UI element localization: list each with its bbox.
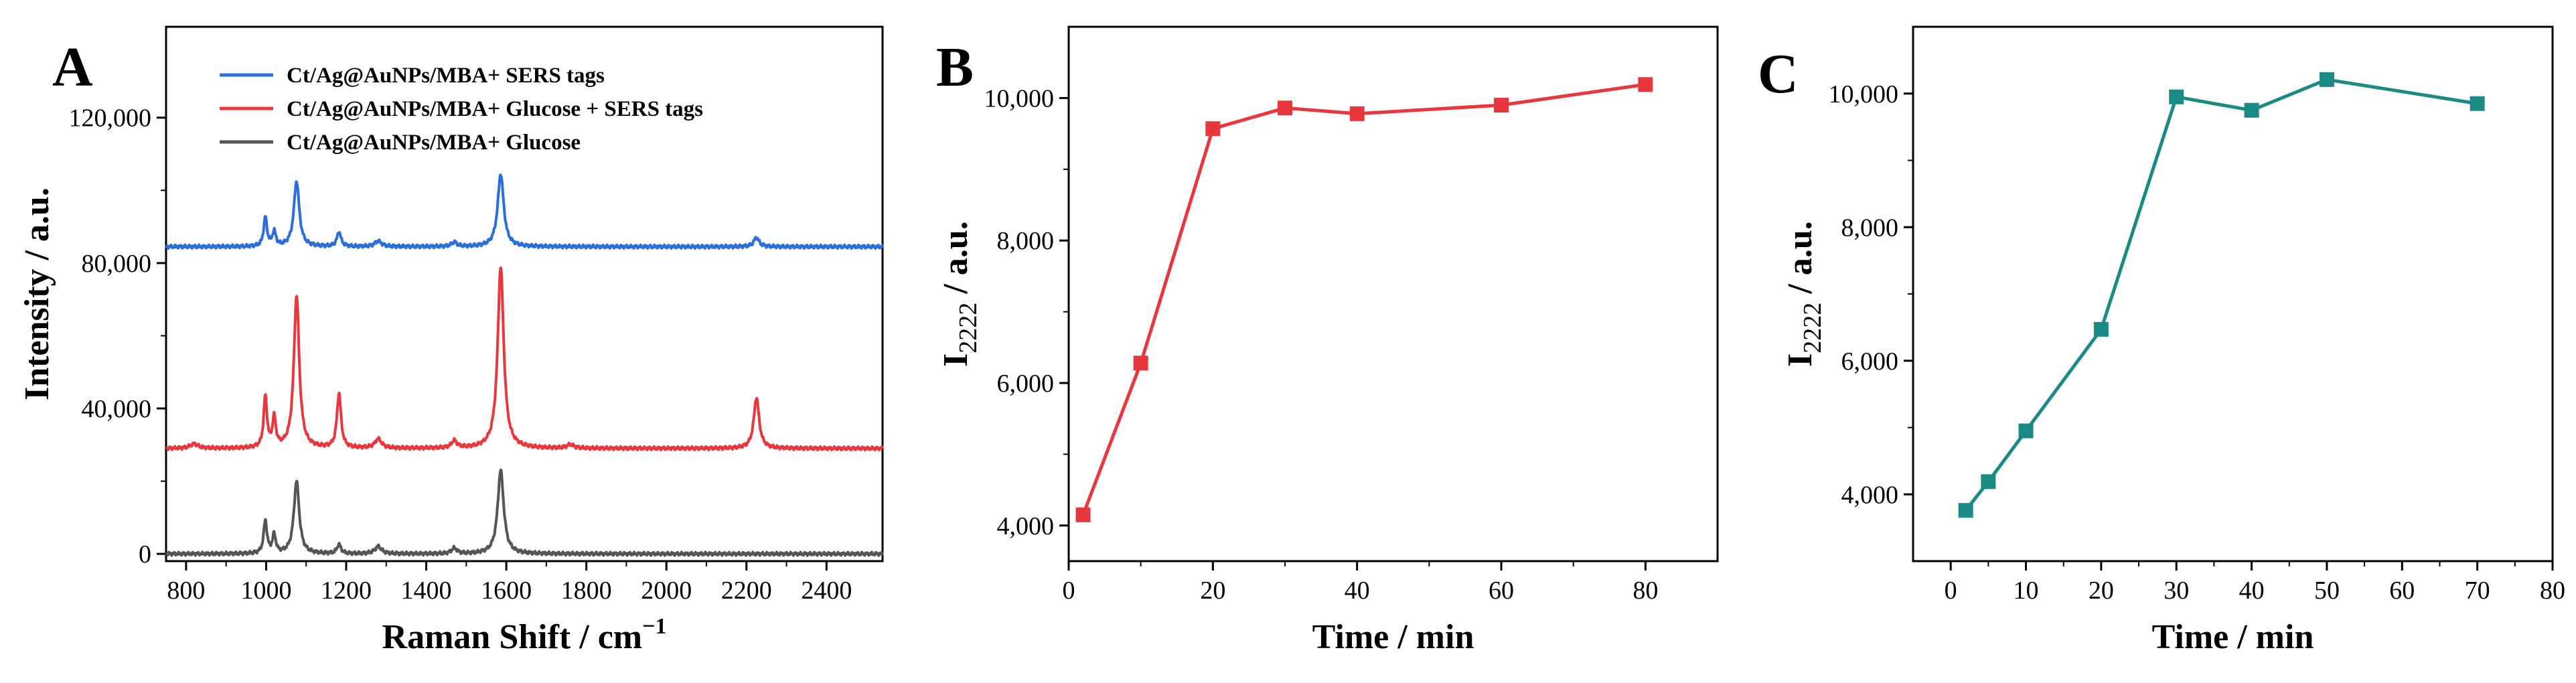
series-line — [1081, 82, 1646, 516]
x-tick-label: 30 — [2164, 577, 2189, 605]
panel-label: C — [1758, 43, 1799, 105]
y-axis-label: I2222 / a.u. — [1781, 221, 1827, 367]
y-axis-label-main: I — [1781, 354, 1819, 367]
data-point — [2018, 423, 2034, 439]
y-tick-label: 6,000 — [1841, 348, 1899, 376]
x-tick-label: 2400 — [801, 577, 852, 605]
plot-frame — [165, 25, 884, 562]
y-axis-label-subscript: 2222 — [954, 303, 982, 354]
x-axis-label-text: Time / min — [2152, 618, 2314, 656]
plot-frame — [1067, 25, 1719, 562]
y-tick-label: 6,000 — [997, 370, 1055, 398]
x-tick-label: 60 — [1489, 577, 1514, 605]
x-tick-label: 60 — [2389, 577, 2415, 605]
y-tick-label: 8,000 — [1841, 214, 1899, 242]
panel-b-chart: 0 20 40 60 80 4,000 6,000 8,000 10,000 Time / min… — [936, 25, 1719, 656]
x-tick-label: 1800 — [561, 577, 612, 605]
x-axis-label: Time / min — [1312, 618, 1474, 656]
series-line — [165, 173, 884, 250]
y-axis-label-subscript: 2222 — [1799, 303, 1827, 354]
data-point — [1133, 356, 1148, 371]
y-axis-label: I2222 / a.u. — [937, 221, 982, 367]
data-point — [1075, 507, 1091, 522]
data-point — [1349, 106, 1365, 121]
x-axis-label-superscript: −1 — [642, 614, 666, 639]
x-tick-label: 70 — [2465, 577, 2490, 605]
legend-label: Ct/Ag@AuNPs/MBA+ SERS tags — [287, 64, 605, 88]
x-tick-label: 80 — [1633, 577, 1658, 605]
series-line — [1964, 78, 2478, 512]
x-tick-label: 50 — [2314, 577, 2340, 605]
x-tick-label: 20 — [1200, 577, 1225, 605]
data-point — [2169, 89, 2184, 104]
panel-c-chart: 0 10 20 30 40 50 60 70 80 4,000 6,000 8,000 10,000 Ti… — [1758, 25, 2565, 656]
x-tick-label: 0 — [1945, 577, 1957, 605]
data-point — [1494, 98, 1509, 113]
x-tick-label: 1600 — [481, 577, 532, 605]
x-tick-label: 1200 — [321, 577, 372, 605]
x-axis-label-text: Raman Shift / cm — [382, 618, 643, 656]
y-axis-label-text: Intensity / a.u. — [18, 187, 56, 400]
x-tick-label: 20 — [2089, 577, 2114, 605]
series-line — [165, 468, 884, 557]
y-axis-label: Intensity / a.u. — [18, 187, 56, 400]
y-tick-label: 10,000 — [984, 84, 1055, 112]
x-tick-label: 0 — [1063, 577, 1075, 605]
legend-label: Ct/Ag@AuNPs/MBA+ Glucose + SERS tags — [287, 97, 703, 121]
panel-label: B — [936, 36, 974, 98]
series-line — [165, 267, 884, 452]
y-tick-label: 4,000 — [997, 512, 1055, 540]
y-tick-label: 0 — [139, 540, 151, 568]
x-tick-label: 2200 — [721, 577, 772, 605]
y-tick-label: 8,000 — [997, 227, 1055, 255]
data-point — [2244, 102, 2259, 118]
legend-label: Ct/Ag@AuNPs/MBA+ Glucose — [287, 131, 581, 155]
data-point — [2470, 96, 2485, 111]
x-axis-label-text: Time / min — [1312, 618, 1474, 656]
y-tick-label: 120,000 — [69, 104, 152, 133]
x-axis-label: Time / min — [2152, 618, 2314, 656]
x-tick-label: 10 — [2014, 577, 2039, 605]
panel-label: A — [52, 36, 93, 98]
x-tick-label: 800 — [167, 577, 205, 605]
x-tick-label: 1400 — [401, 577, 452, 605]
y-tick-label: 80,000 — [82, 250, 152, 278]
y-tick-label: 10,000 — [1829, 80, 1899, 108]
x-tick-label: 80 — [2540, 577, 2565, 605]
x-tick-label: 2000 — [641, 577, 692, 605]
data-point — [1958, 503, 1973, 518]
panel-a-chart: 800 1000 1200 1400 1600 1800 2000 2200 2400 0 40,0… — [18, 25, 884, 656]
y-axis-label-main: I — [937, 354, 975, 367]
y-axis-label-rest: / a.u. — [1781, 221, 1819, 302]
x-tick-label: 1000 — [240, 577, 291, 605]
y-tick-label: 40,000 — [82, 395, 152, 423]
data-point — [2319, 72, 2334, 87]
x-tick-label: 40 — [1345, 577, 1370, 605]
y-tick-label: 4,000 — [1841, 481, 1899, 509]
data-point — [1981, 474, 1996, 489]
data-point — [1638, 77, 1653, 92]
x-tick-label: 40 — [2239, 577, 2265, 605]
data-point — [1278, 100, 1292, 116]
x-axis-label: Raman Shift / cm−1 — [382, 614, 667, 656]
data-point — [2093, 321, 2109, 337]
data-point — [1205, 121, 1221, 137]
y-axis-label-rest: / a.u. — [937, 221, 975, 302]
